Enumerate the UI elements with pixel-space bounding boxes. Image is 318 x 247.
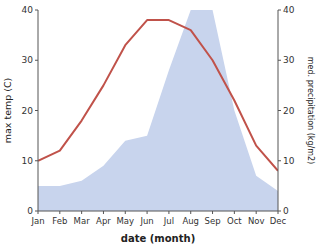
y-tick (35, 110, 38, 111)
y-tick (35, 160, 38, 161)
x-tick (212, 211, 213, 214)
x-axis-label: date (month) (121, 233, 195, 244)
x-tick-label: Jul (163, 216, 174, 226)
y2-tick-label: 0 (283, 206, 289, 216)
chart: 0 10 20 30 40 0 10 20 30 40 Jan Feb Mar Apr May Jun Jul A… (0, 0, 318, 247)
temperature-line (38, 20, 278, 171)
data (38, 10, 278, 211)
x-tick-label: Apr (96, 216, 111, 226)
x-tick-label: Sep (205, 216, 221, 226)
y-tick-label: 20 (22, 106, 34, 116)
y2-tick (278, 110, 281, 111)
y2-tick (278, 10, 281, 11)
x-tick (125, 211, 126, 214)
x-tick (278, 211, 279, 214)
x-tick-label: May (116, 216, 134, 226)
x-tick-label: Dec (270, 216, 287, 226)
y2-tick-label: 40 (283, 5, 295, 15)
y-tick (35, 60, 38, 61)
x-tick (190, 211, 191, 214)
x-tick (147, 211, 148, 214)
x-tick-label: Jun (139, 216, 153, 226)
y2-tick-label: 10 (283, 156, 295, 166)
x-tick (81, 211, 82, 214)
axes (38, 10, 278, 211)
x-tick-label: Nov (248, 216, 265, 226)
precipitation-area (38, 10, 278, 211)
x-axis-line (38, 211, 278, 212)
x-tick-label: Jan (30, 216, 44, 226)
y2-tick-label: 20 (283, 106, 295, 116)
y-tick-label: 30 (22, 55, 34, 65)
y-tick-label: 40 (22, 5, 34, 15)
x-tick (234, 211, 235, 214)
x-tick-label: Oct (227, 216, 242, 226)
x-tick-label: Mar (74, 216, 91, 226)
x-tick (256, 211, 257, 214)
y2-tick-label: 30 (283, 55, 295, 65)
y-tick-label: 0 (27, 206, 33, 216)
x-tick (168, 211, 169, 214)
y-axis-label: max temp (C) (2, 78, 13, 144)
y-tick (35, 10, 38, 11)
x-tick-label: Feb (52, 216, 67, 226)
x-tick (103, 211, 104, 214)
y2-tick (278, 160, 281, 161)
y2-axis-label: med. precipitation (kg/m2) (306, 57, 315, 164)
y2-tick (278, 60, 281, 61)
x-tick-label: Aug (182, 216, 199, 226)
x-tick (59, 211, 60, 214)
x-tick (38, 211, 39, 214)
y-tick-label: 10 (22, 156, 34, 166)
